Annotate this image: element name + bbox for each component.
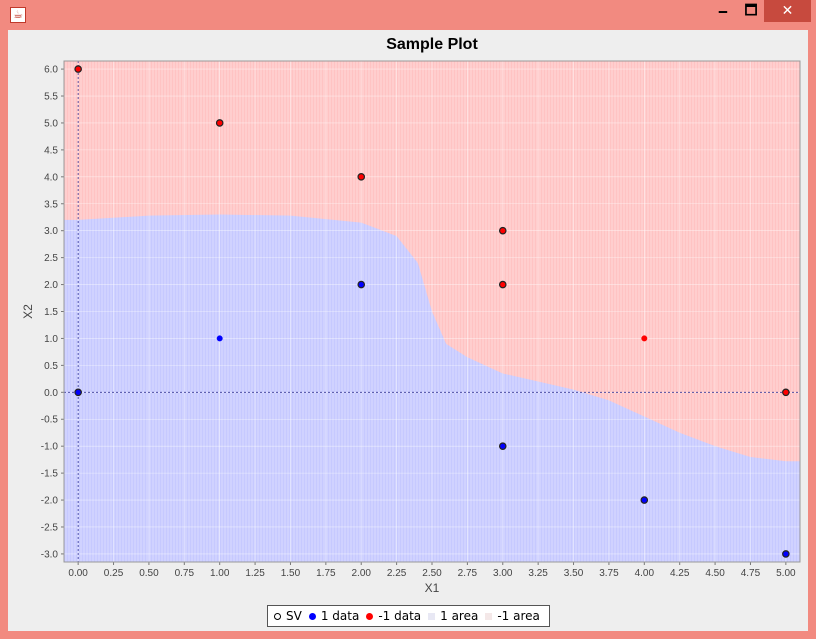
x-tick-label: 0.75: [175, 568, 195, 579]
title-bar[interactable]: ☕ 🗕 🗖 ✕: [0, 0, 816, 30]
legend-label-sv: SV: [286, 609, 302, 623]
positive-data-point: [216, 335, 223, 342]
negative-data-point: [641, 335, 648, 342]
y-tick-label: 2.5: [44, 253, 58, 264]
x-tick-label: 0.25: [104, 568, 124, 579]
y-tick-label: 1.0: [44, 334, 58, 345]
x-tick-label: 5.00: [776, 568, 796, 579]
sv-marker-icon: [274, 612, 281, 620]
x-tick-label: 0.50: [139, 568, 159, 579]
plot-border: [63, 60, 801, 563]
y-tick-label: 1.5: [44, 307, 58, 318]
legend-item-neg1-data: -1 data: [366, 609, 421, 623]
blue-area-swatch-icon: [428, 612, 436, 620]
negative-data-point: [75, 66, 82, 73]
legend: SV 1 data -1 data 1 area -1 area: [267, 605, 550, 627]
support-vector-marker: [74, 388, 82, 397]
y-tick-label: 4.5: [44, 145, 58, 156]
red-dot-icon: [366, 612, 374, 620]
y-tick-label: 3.0: [44, 226, 58, 237]
legend-item-1-data: 1 data: [308, 609, 360, 623]
y-tick-label: 2.0: [44, 280, 58, 291]
support-vector-marker: [357, 173, 366, 181]
legend-label-neg1-data: -1 data: [378, 609, 422, 623]
x-tick-label: 3.75: [599, 568, 619, 579]
red-area-swatch-icon: [485, 612, 493, 620]
positive-data-point: [641, 497, 648, 504]
blue-dot-icon: [308, 612, 316, 620]
legend-label-1-area: 1 area: [440, 609, 479, 623]
x-axis-label: X1: [425, 581, 440, 595]
x-tick-label: 3.00: [493, 568, 513, 579]
y-axis-label: X2: [21, 304, 35, 319]
y-tick-label: 5.5: [44, 92, 58, 103]
x-tick-label: 1.00: [210, 568, 230, 579]
support-vector-marker: [640, 496, 649, 504]
scatter-chart: Sample Plot 0.00 0.25 0.50 0.75 1.00 1.25 1.50 1…: [21, 36, 801, 595]
x-tick-label: 4.75: [741, 568, 761, 579]
support-vector-marker: [782, 550, 790, 558]
positive-data-point: [75, 389, 82, 396]
support-vector-marker: [357, 280, 366, 289]
x-tick-label: 2.75: [458, 568, 478, 579]
y-tick-label: -3.0: [41, 549, 59, 560]
legend-item-sv: SV: [274, 609, 302, 623]
legend-label-neg1-area: -1 area: [497, 609, 540, 623]
negative-data-point: [216, 119, 223, 126]
x-tick-label: 1.25: [245, 568, 265, 579]
positive-data-point: [358, 281, 365, 288]
x-tick-label: 2.50: [422, 568, 442, 579]
x-tick-label: 3.50: [564, 568, 584, 579]
positive-data-point: [782, 550, 789, 557]
y-tick-label: 5.0: [44, 118, 58, 129]
x-tick-label: 4.00: [635, 568, 655, 579]
x-tick-label: 4.50: [705, 568, 725, 579]
support-vector-marker: [74, 65, 82, 73]
legend-label-1-data: 1 data: [320, 609, 360, 623]
y-tick-label: -1.0: [41, 442, 59, 453]
y-tick-label: -2.5: [41, 522, 59, 533]
y-tick-label: 6.0: [44, 65, 58, 76]
x-tick-label: 4.25: [670, 568, 690, 579]
legend-item-neg1-area: -1 area: [485, 609, 540, 623]
chart-panel: Sample Plot 0.00 0.25 0.50 0.75 1.00 1.25 1.50 1…: [8, 30, 808, 631]
y-tick-label: 4.0: [44, 172, 58, 183]
x-tick-label: 2.25: [387, 568, 407, 579]
java-app-icon: ☕: [10, 7, 26, 23]
positive-data-point: [499, 443, 506, 450]
negative-data-point: [358, 173, 365, 180]
x-tick-label: 3.25: [528, 568, 548, 579]
y-tick-label: 0.5: [44, 361, 58, 372]
support-vector-marker: [498, 280, 507, 289]
negative-data-point: [499, 281, 506, 288]
negative-data-point: [782, 389, 789, 396]
y-tick-label: -0.5: [41, 415, 59, 426]
y-tick-label: 3.5: [44, 199, 58, 210]
support-vector-marker: [498, 226, 507, 235]
support-vector-marker: [215, 119, 224, 127]
y-tick-label: 0.0: [44, 388, 58, 399]
x-tick-label: 2.00: [351, 568, 371, 579]
close-button[interactable]: ✕: [764, 0, 811, 22]
support-vector-marker: [782, 388, 790, 397]
x-tick-label: 1.50: [281, 568, 301, 579]
y-tick-label: -2.0: [41, 496, 59, 507]
legend-item-1-area: 1 area: [428, 609, 478, 623]
x-tick-label: 0.00: [68, 568, 88, 579]
x-tick-label: 1.75: [316, 568, 336, 579]
support-vector-marker: [498, 442, 507, 450]
y-tick-label: -1.5: [41, 469, 59, 480]
chart-title: Sample Plot: [386, 36, 478, 53]
maximize-button[interactable]: 🗖: [744, 3, 758, 19]
negative-data-point: [499, 227, 506, 234]
minimize-button[interactable]: 🗕: [718, 3, 728, 19]
